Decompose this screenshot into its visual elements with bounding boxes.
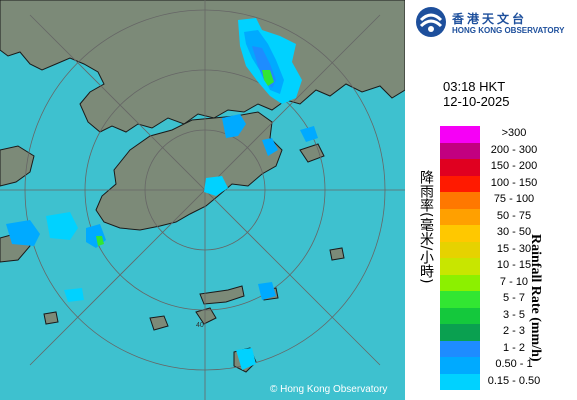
legend-range-label: >300: [501, 127, 527, 139]
hko-logo[interactable]: 香港天文台 HONG KONG OBSERVATORY: [415, 6, 575, 38]
legend-swatch: [440, 307, 480, 324]
legend-item: 100 - 150: [440, 175, 575, 192]
org-name-cn: 香港天文台: [452, 12, 528, 26]
legend-swatch: [440, 274, 480, 291]
legend-swatch: [440, 291, 480, 308]
rain-echo: [6, 220, 40, 246]
legend-item: 30 - 50: [440, 225, 575, 242]
legend-range-label: 7 - 10: [499, 275, 529, 288]
legend-range-label: 100 - 150: [490, 176, 538, 189]
island: [199, 285, 245, 305]
island: [329, 247, 345, 261]
legend-swatch: [440, 126, 480, 143]
legend-range-label: 10 - 15: [496, 259, 532, 271]
legend-range-label: 150 - 200: [490, 160, 538, 172]
legend-swatch: [440, 208, 480, 225]
rain-echo: [262, 70, 274, 86]
legend-item: 7 - 10: [440, 274, 575, 291]
hko-logo-icon: [416, 7, 446, 37]
legend-item: 75 - 100: [440, 192, 575, 209]
legend-range-label: 15 - 30: [496, 242, 532, 255]
rain-echo: [204, 176, 228, 196]
range-ring-label: 40: [196, 322, 204, 329]
rain-echo: [258, 282, 276, 300]
legend-title-cn: 降雨率(毫米/小時): [418, 170, 434, 284]
legend-swatch: [440, 175, 480, 192]
legend-item: 0.15 - 0.50: [440, 373, 575, 390]
legend-range-label: 3 - 5: [502, 308, 525, 321]
range-rings: [0, 0, 405, 400]
radar-map-canvas: 40: [0, 0, 405, 400]
legend-swatch: [440, 241, 480, 258]
rainfall-legend: >300 200 - 300 150 - 200 100 - 150 75 - 100 5…: [440, 126, 575, 390]
rain-echo: [236, 348, 256, 370]
observation-time: 03:18 HKT: [443, 79, 506, 94]
legend-swatch: [440, 225, 480, 242]
hong-kong-land: [95, 111, 283, 231]
radar-map[interactable]: 40 © Hong Kong Observatory: [0, 0, 405, 400]
legend-swatch: [440, 324, 480, 341]
info-panel: 香港天文台 HONG KONG OBSERVATORY 03:18 HKT 12…: [405, 0, 577, 400]
copyright-notice: © Hong Kong Observatory: [270, 384, 388, 395]
legend-swatch: [440, 192, 480, 209]
legend-swatch: [440, 357, 480, 374]
legend-range-label: 2 - 3: [502, 325, 525, 337]
rain-echo: [222, 114, 246, 138]
legend-item: 10 - 15: [440, 258, 575, 275]
legend-item: 3 - 5: [440, 307, 575, 324]
legend-range-label: 5 - 7: [502, 292, 525, 304]
mainland-land: [0, 0, 405, 133]
legend-swatch: [440, 340, 480, 357]
legend-swatch: [440, 142, 480, 159]
legend-item: 0.50 - 1: [440, 357, 575, 374]
legend-range-label: 200 - 300: [490, 143, 538, 156]
legend-item: 150 - 200: [440, 159, 575, 176]
legend-range-label: 1 - 2: [502, 341, 525, 354]
rain-echo: [262, 138, 278, 156]
legend-item: 200 - 300: [440, 142, 575, 159]
observation-date: 12-10-2025: [443, 94, 510, 109]
legend-range-label: 50 - 75: [496, 209, 532, 222]
rain-echoes: [6, 18, 318, 370]
legend-item: 50 - 75: [440, 208, 575, 225]
rain-echo: [96, 236, 104, 246]
legend-range-label: 75 - 100: [493, 193, 535, 205]
legend-range-label: 0.15 - 0.50: [487, 374, 541, 387]
legend-item: 15 - 30: [440, 241, 575, 258]
legend-item: 2 - 3: [440, 324, 575, 341]
legend-item: 1 - 2: [440, 340, 575, 357]
legend-swatch: [440, 159, 480, 176]
org-name-en: HONG KONG OBSERVATORY: [452, 26, 565, 35]
legend-range-label: 30 - 50: [496, 226, 532, 238]
rain-echo: [64, 288, 84, 302]
rain-echo: [300, 126, 318, 142]
legend-swatch: [440, 258, 480, 275]
legend-item: >300: [440, 126, 575, 143]
island: [149, 315, 169, 331]
rain-echo: [46, 212, 78, 240]
island: [43, 311, 59, 325]
legend-item: 5 - 7: [440, 291, 575, 308]
western-land: [0, 145, 35, 187]
legend-swatch: [440, 373, 480, 390]
legend-range-label: 0.50 - 1: [495, 358, 533, 370]
